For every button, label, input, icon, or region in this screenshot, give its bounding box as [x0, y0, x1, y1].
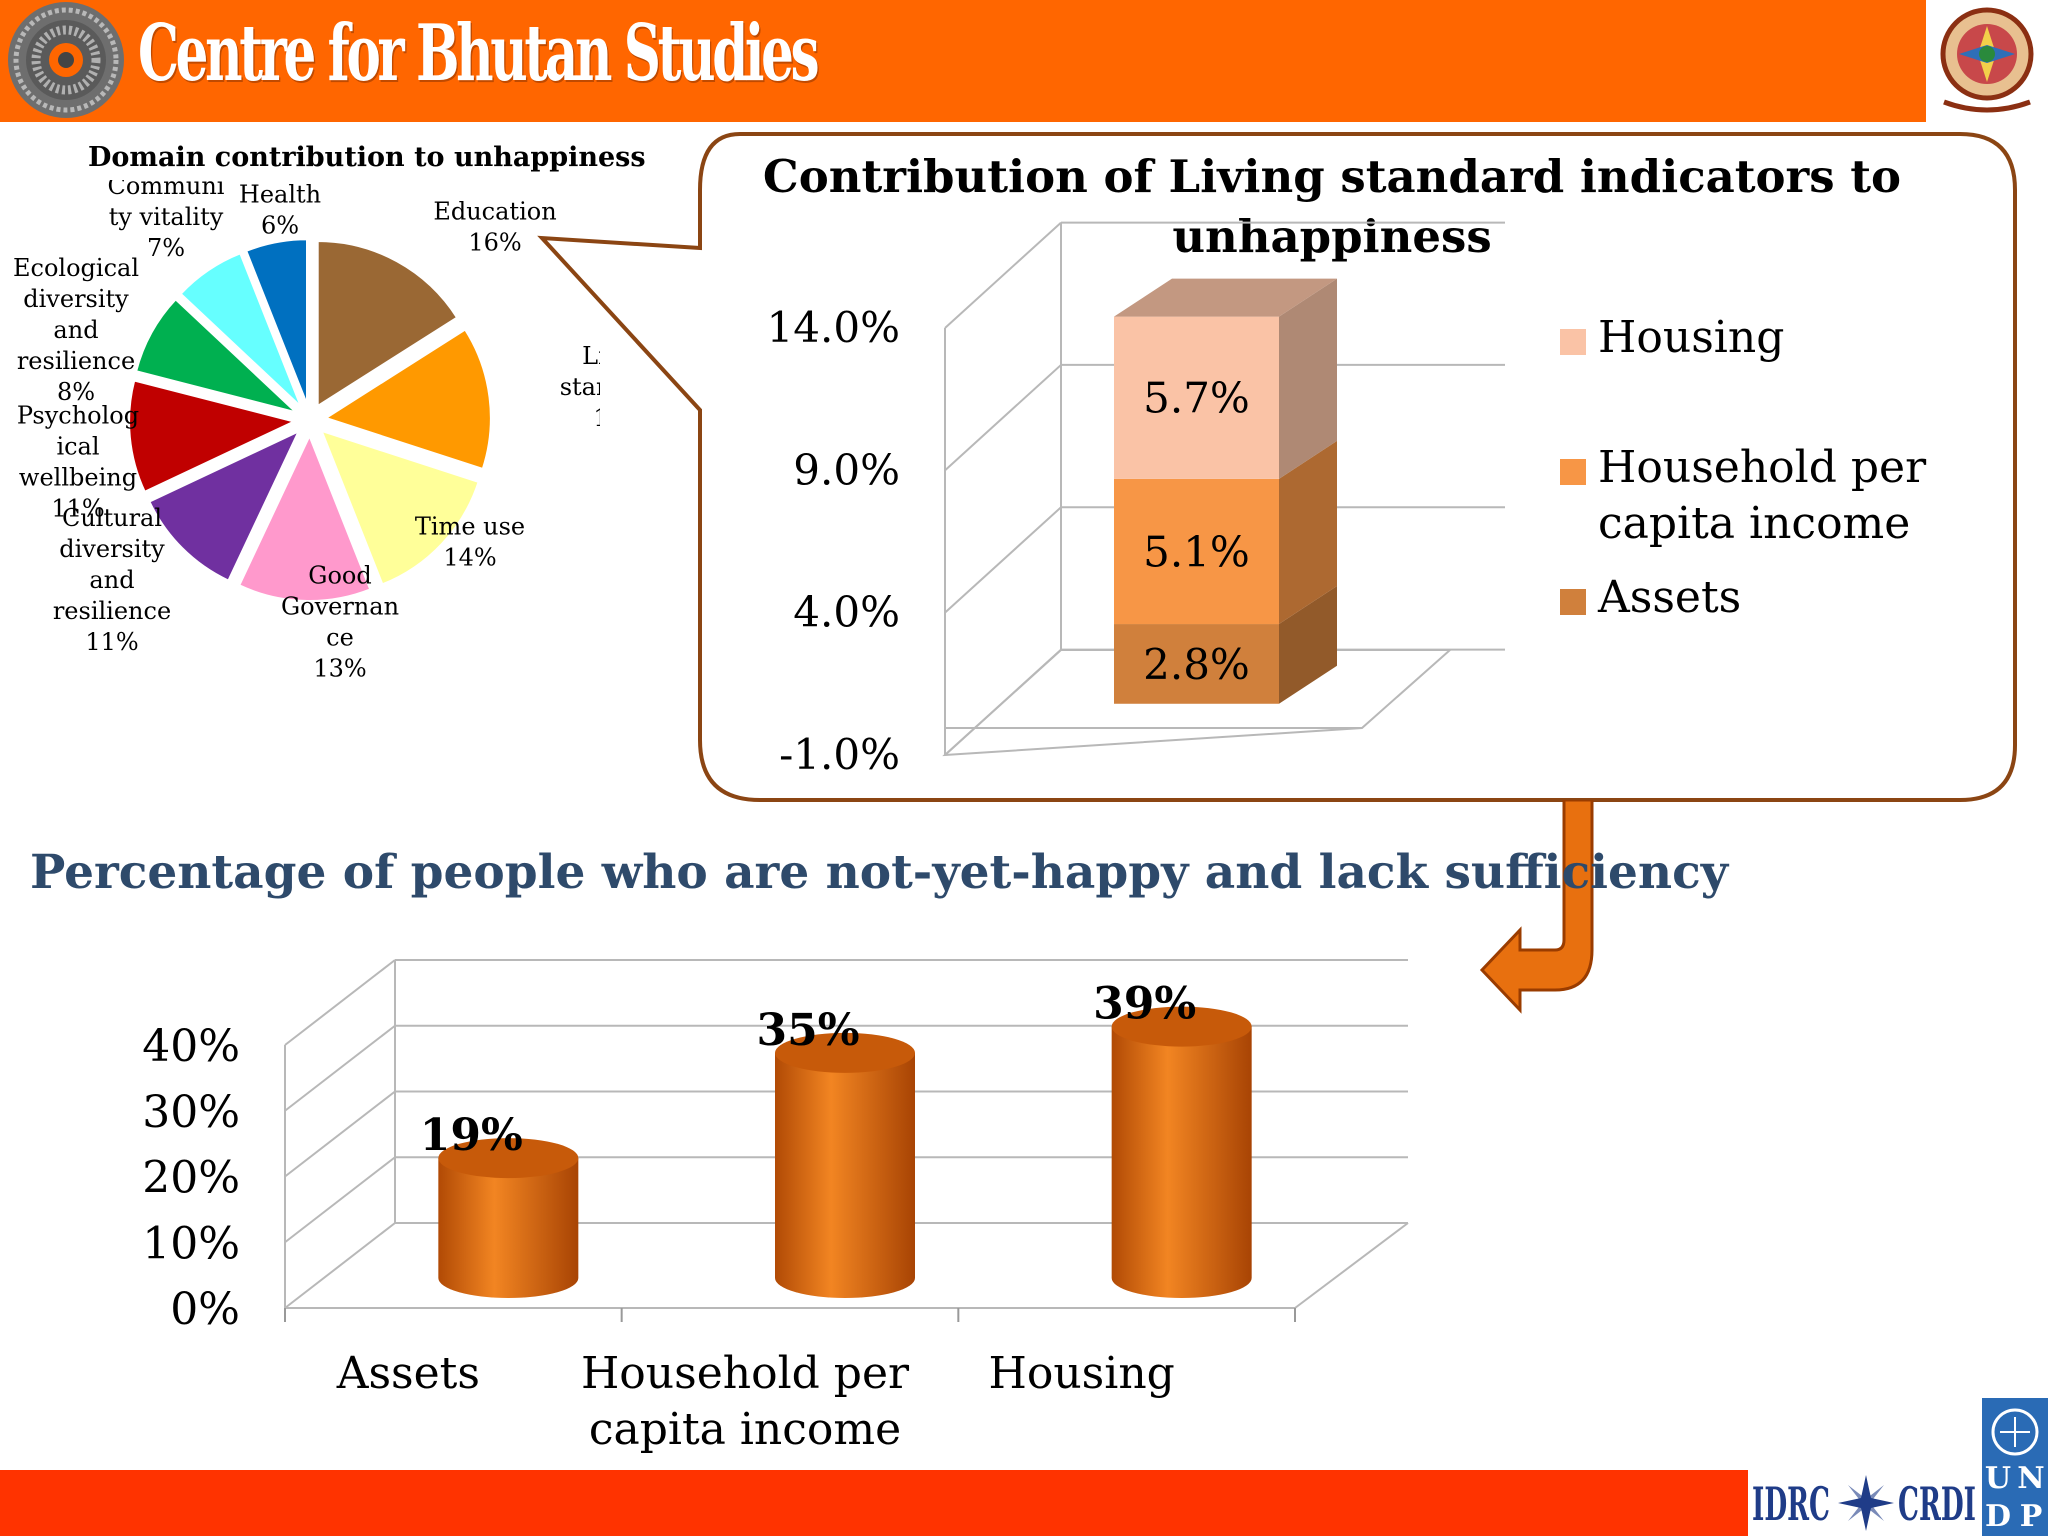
- y-tick-label: 14.0%: [767, 303, 900, 352]
- partner-logos: IDRC CRDI U ND P: [1748, 1398, 2048, 1536]
- pie-slice-communi: [179, 252, 302, 408]
- pie-label: Cultural diversity and resilience 11%: [53, 504, 171, 656]
- emblem-logo-icon: [1926, 0, 2048, 122]
- grid-diagonal: [944, 364, 1062, 472]
- pie-slice-time-use: [319, 429, 480, 586]
- cylinder-bar-3: [1111, 1026, 1252, 1298]
- pie-label: Livingstandards14%: [560, 342, 600, 432]
- chart-floor: [942, 649, 1453, 757]
- y-tick-label: 0%: [170, 1284, 240, 1335]
- undp-letter: N: [2017, 1461, 2044, 1496]
- pie-slice-cultural: [148, 429, 301, 582]
- pie-slice-health: [244, 238, 309, 405]
- cylinder-top: [1111, 1006, 1252, 1047]
- bottom-chart-title: Percentage of people who are not-yet-hap…: [30, 845, 1729, 900]
- y-tick-label: 9.0%: [793, 445, 900, 494]
- grid-diagonal: [284, 1090, 396, 1178]
- cylinder-top: [775, 1032, 915, 1073]
- legend-label: Assets: [1597, 572, 1741, 623]
- crdi-logo-text: CRDI: [1898, 1477, 1976, 1531]
- x-category-label: Household per capita income: [581, 1348, 910, 1455]
- callout-title-line2: unhappiness: [1172, 210, 1491, 263]
- y-tick-label: 20%: [142, 1153, 240, 1204]
- grid-diagonal: [284, 1156, 396, 1244]
- pie-label: Ecological diversity and resilience 8%: [13, 254, 139, 406]
- legend-swatch: [1560, 329, 1586, 355]
- footer-bar: [0, 1470, 1748, 1536]
- callout-title-line1: Contribution of Living standard indicato…: [763, 150, 1901, 203]
- pie-label: Communi ty vitality 7%: [108, 180, 225, 262]
- stack-segment-household-per-capita-income: [1114, 478, 1279, 625]
- pie-chart-title: Domain contribution to unhappiness: [88, 142, 646, 173]
- stack-data-label: 5.1%: [1143, 527, 1250, 576]
- header-bar: Centre for Bhutan Studies: [0, 0, 2048, 122]
- idrc-logo-text: IDRC: [1752, 1477, 1830, 1531]
- pie-label: Psycholog ical wellbeing 11%: [17, 402, 139, 523]
- stack-segment-side: [1279, 586, 1337, 704]
- stack-top: [1114, 278, 1337, 317]
- stack-segment-side: [1279, 278, 1337, 479]
- stack-data-label: 2.8%: [1143, 640, 1250, 689]
- undp-letter: U: [1985, 1461, 2011, 1496]
- x-category-label: Assets: [336, 1348, 480, 1399]
- cylinder-top: [438, 1138, 579, 1179]
- undp-letter: P: [2020, 1499, 2043, 1534]
- cylinder-bar-1: [438, 1158, 579, 1298]
- undp-letter: D: [1985, 1499, 2011, 1534]
- bottom-bar-chart: 40% 30% 20% 10% 0% 19% Assets 35% Household per c…: [142, 959, 1409, 1455]
- bar-data-label: 35%: [756, 1005, 859, 1056]
- header-title: Centre for Bhutan Studies: [138, 8, 820, 99]
- grid-diagonal: [284, 1222, 396, 1309]
- pie-label: Education 16%: [433, 198, 556, 257]
- un-globe-icon: [1991, 1408, 2039, 1456]
- pie-slice-education: [316, 239, 459, 408]
- stack-segment-side: [1279, 440, 1337, 625]
- pie-slice-ecological: [134, 297, 297, 414]
- callout-chart: Contribution of Living standard indicato…: [537, 132, 2017, 802]
- y-tick-label: 4.0%: [793, 588, 900, 637]
- idrc-star-icon: [1838, 1475, 1894, 1531]
- legend-label: Housing: [1598, 312, 1784, 363]
- grid-diagonal: [284, 1024, 396, 1112]
- stack-segment-assets: [1114, 624, 1279, 704]
- legend-swatch: [1560, 459, 1586, 485]
- pie-label: Good Governan ce 13%: [281, 562, 399, 683]
- pie-label: Health 6%: [239, 181, 321, 240]
- legend-label: Household per capita income: [1598, 442, 1927, 549]
- y-tick-label: 40%: [142, 1021, 240, 1072]
- pie-slice-good: [237, 433, 372, 602]
- bar-data-label: 39%: [1093, 979, 1196, 1030]
- stack-segment-housing: [1114, 316, 1279, 479]
- grid-diagonal: [944, 221, 1062, 329]
- bar-data-label: 19%: [420, 1110, 523, 1161]
- y-tick-label: -1.0%: [779, 730, 900, 779]
- pie-slice-psycholog: [128, 379, 298, 494]
- y-tick-label: 30%: [142, 1087, 240, 1138]
- down-arrow-icon: [1479, 800, 1594, 1014]
- x-category-label: Housing: [988, 1348, 1174, 1399]
- y-tick-label: 10%: [142, 1218, 240, 1269]
- pie-label: Time use 14%: [415, 513, 525, 572]
- stack-data-label: 5.7%: [1143, 374, 1250, 423]
- pie-slice-living: [323, 328, 492, 471]
- wheel-logo-icon: [8, 2, 124, 118]
- legend-swatch: [1560, 589, 1586, 615]
- grid-diagonal: [284, 959, 396, 1046]
- cylinder-bar-2: [775, 1052, 915, 1298]
- grid-diagonal: [944, 506, 1062, 614]
